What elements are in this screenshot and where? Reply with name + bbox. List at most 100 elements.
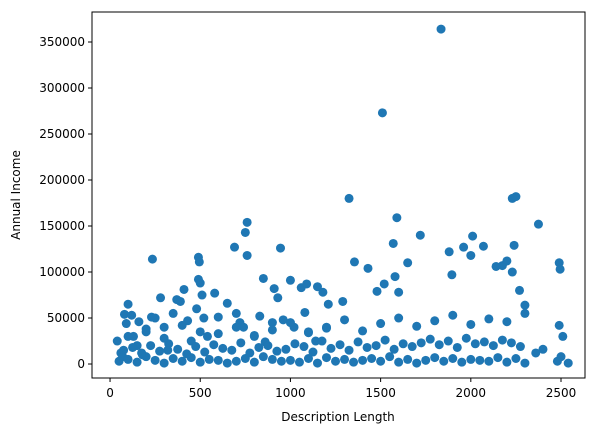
point: [192, 304, 202, 314]
point: [344, 345, 354, 355]
point: [168, 308, 178, 318]
point: [218, 343, 228, 353]
y-tick-label: 200000: [39, 173, 85, 187]
point: [475, 355, 485, 365]
point: [326, 343, 336, 353]
point: [425, 334, 435, 344]
x-axis-label: Description Length: [281, 410, 395, 424]
point: [372, 286, 382, 296]
point: [179, 284, 189, 294]
x-tick-label: 1000: [275, 386, 306, 400]
point: [146, 341, 156, 351]
y-tick-label: 150000: [39, 219, 85, 233]
point: [141, 324, 151, 334]
point: [222, 298, 232, 308]
point: [242, 217, 252, 227]
point: [511, 192, 521, 202]
point: [379, 279, 389, 289]
point: [466, 250, 476, 260]
point: [322, 323, 332, 333]
point: [245, 348, 255, 358]
point: [300, 307, 310, 317]
point: [358, 326, 368, 336]
point: [509, 240, 519, 250]
point: [358, 355, 368, 365]
point: [412, 321, 422, 331]
point: [255, 311, 265, 321]
point: [269, 284, 279, 294]
point: [340, 315, 350, 325]
point: [484, 356, 494, 366]
point: [175, 296, 185, 306]
point: [249, 357, 259, 367]
point: [392, 213, 402, 223]
point: [349, 257, 359, 267]
x-tick-label: 2500: [546, 386, 577, 400]
point: [182, 349, 192, 359]
point: [281, 344, 291, 354]
point: [147, 254, 157, 264]
point: [552, 356, 562, 366]
point: [308, 347, 318, 357]
point: [484, 314, 494, 324]
point: [478, 241, 488, 251]
point: [123, 299, 133, 309]
point: [254, 342, 264, 352]
y-tick-label: 300000: [39, 81, 85, 95]
point: [390, 272, 400, 282]
point: [403, 354, 413, 364]
plot-frame: [91, 11, 586, 379]
point: [349, 357, 359, 367]
point: [168, 353, 178, 363]
x-tick-label: 0: [106, 386, 114, 400]
point: [430, 316, 440, 326]
point: [436, 24, 446, 34]
point: [128, 342, 138, 352]
point: [230, 242, 240, 252]
point: [338, 296, 348, 306]
point: [340, 354, 350, 364]
point: [119, 345, 129, 355]
point: [491, 261, 501, 271]
point: [385, 352, 395, 362]
point: [416, 338, 426, 348]
point: [533, 219, 543, 229]
point: [150, 313, 160, 323]
point: [285, 355, 295, 365]
point: [470, 339, 480, 349]
point: [242, 250, 252, 260]
point: [362, 342, 372, 352]
point: [236, 338, 246, 348]
point: [249, 330, 259, 340]
point: [195, 327, 205, 337]
point: [240, 227, 250, 237]
point: [322, 353, 332, 363]
point: [312, 358, 322, 368]
point: [197, 290, 207, 300]
point: [520, 300, 530, 310]
point: [213, 312, 223, 322]
point: [502, 317, 512, 327]
point: [323, 299, 333, 309]
point: [285, 275, 295, 285]
y-tick-label: 350000: [39, 35, 85, 49]
point: [353, 337, 363, 347]
point: [380, 335, 390, 345]
point: [430, 353, 440, 363]
point: [112, 336, 122, 346]
x-tick-label: 500: [189, 386, 212, 400]
point: [376, 319, 386, 329]
point: [531, 348, 541, 358]
point: [231, 356, 241, 366]
point: [459, 242, 469, 252]
point: [290, 339, 300, 349]
point: [127, 310, 137, 320]
point: [303, 353, 313, 363]
point: [479, 337, 489, 347]
y-tick-label: 0: [77, 357, 85, 371]
point: [415, 230, 425, 240]
point: [520, 308, 530, 318]
point: [195, 278, 205, 288]
point: [276, 243, 286, 253]
